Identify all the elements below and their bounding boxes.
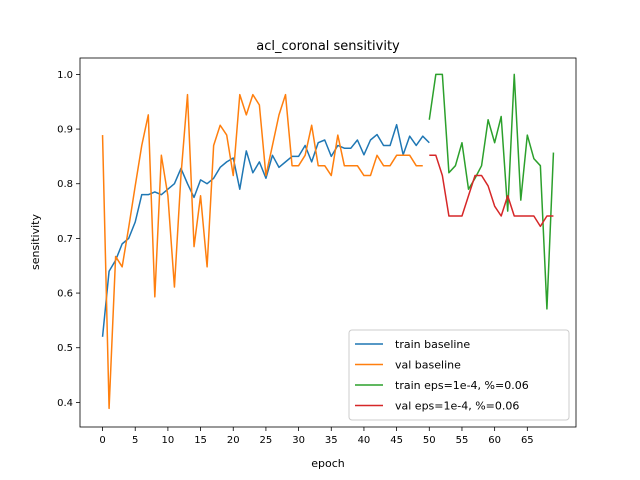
- legend-label-3: val eps=1e-4, %=0.06: [395, 400, 519, 413]
- chart-title: acl_coronal sensitivity: [256, 39, 400, 54]
- x-tick-label: 60: [488, 435, 501, 446]
- legend-label-0: train baseline: [395, 338, 470, 351]
- x-axis-label: epoch: [311, 457, 345, 470]
- x-tick-label: 5: [132, 435, 138, 446]
- y-tick-label: 0.5: [57, 343, 73, 354]
- series-line-3: [429, 154, 554, 228]
- plot-frame: [79, 57, 577, 428]
- x-tick-label: 35: [325, 435, 338, 446]
- series-line-2: [428, 73, 555, 310]
- y-tick-label: 0.6: [57, 289, 73, 300]
- plot-lines: [101, 73, 555, 410]
- x-tick-label: 25: [260, 435, 273, 446]
- x-tick-label: 40: [358, 435, 371, 446]
- y-axis-label: sensitivity: [29, 214, 42, 271]
- x-axis-ticks: 0 5 10 15 20 25 30 35 40 45 50 55 60 65: [99, 427, 534, 446]
- series-line-1: [101, 93, 423, 410]
- x-tick-label: 30: [292, 435, 305, 446]
- legend-label-1: val baseline: [395, 359, 461, 372]
- x-tick-label: 65: [521, 435, 534, 446]
- x-tick-label: 15: [194, 435, 207, 446]
- y-tick-label: 0.8: [57, 179, 73, 190]
- x-tick-label: 20: [227, 435, 240, 446]
- series-line-0: [101, 123, 430, 337]
- legend-box: [348, 329, 570, 421]
- x-tick-label: 45: [390, 435, 403, 446]
- legend: train baseline val baseline train eps=1e-4…: [348, 329, 570, 421]
- y-tick-label: 1.0: [57, 70, 73, 81]
- x-tick-label: 10: [162, 435, 175, 446]
- x-tick-label: 0: [99, 435, 105, 446]
- y-axis-ticks: 0.4 0.5 0.6 0.7 0.8 0.9 1.0: [57, 70, 80, 409]
- y-tick-label: 0.4: [57, 398, 73, 409]
- y-tick-label: 0.9: [57, 125, 73, 136]
- x-tick-label: 55: [456, 435, 469, 446]
- legend-label-2: train eps=1e-4, %=0.06: [395, 379, 529, 392]
- x-tick-label: 50: [423, 435, 436, 446]
- y-tick-label: 0.7: [57, 234, 73, 245]
